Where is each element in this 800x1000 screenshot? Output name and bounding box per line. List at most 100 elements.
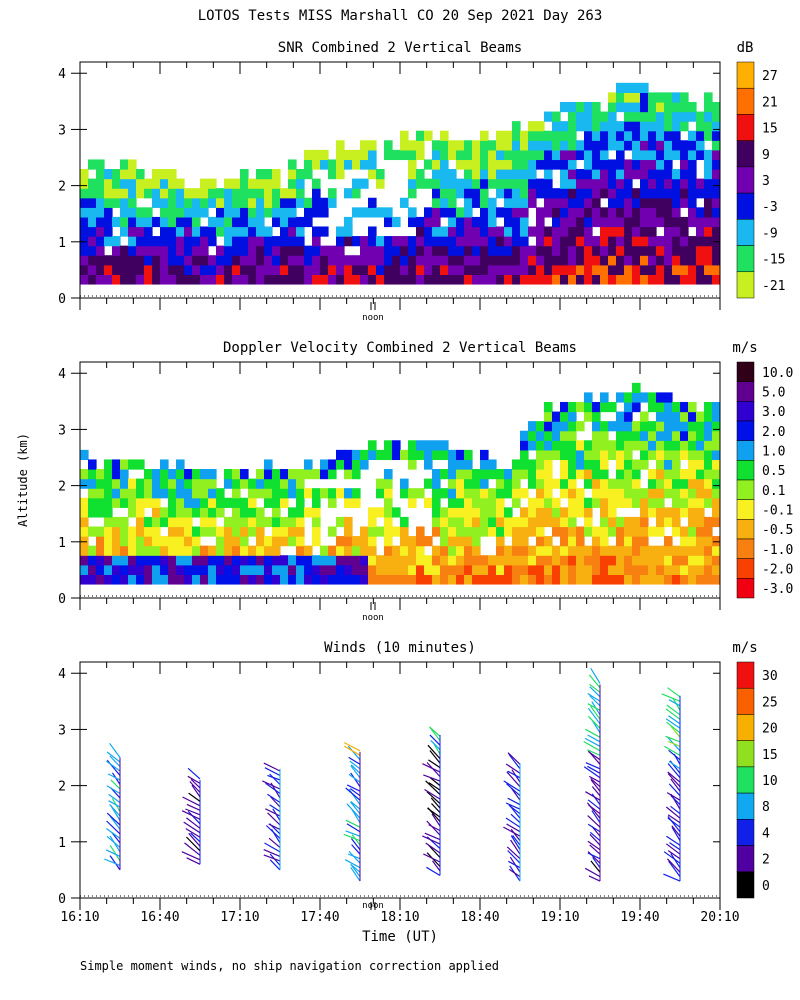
- data-cell: [520, 516, 529, 528]
- data-cell: [688, 516, 697, 528]
- data-cell: [256, 564, 265, 575]
- data-cell: [560, 245, 569, 256]
- data-cell: [664, 507, 673, 518]
- data-cell: [664, 411, 673, 422]
- data-cell: [192, 545, 201, 556]
- data-cell: [664, 478, 673, 489]
- data-cell: [216, 536, 225, 547]
- data-cell: [208, 497, 217, 508]
- colorbar-swatch: [736, 361, 755, 382]
- data-cell: [224, 188, 233, 199]
- data-cell: [296, 564, 305, 575]
- data-cell: [288, 188, 297, 199]
- data-cell: [640, 245, 649, 256]
- data-cell: [192, 536, 201, 547]
- data-cell: [616, 411, 625, 422]
- data-cell: [536, 421, 545, 432]
- data-cell: [528, 545, 537, 556]
- data-cell: [472, 497, 481, 508]
- data-cell: [520, 169, 529, 180]
- colorbar-label: 27: [762, 69, 778, 84]
- data-cell: [640, 216, 649, 228]
- data-cell: [104, 555, 113, 566]
- data-cell: [616, 440, 625, 451]
- data-cell: [344, 545, 353, 556]
- data-cell: [120, 255, 129, 266]
- wind-barb: [666, 858, 681, 873]
- data-cell: [592, 111, 601, 122]
- data-cell: [672, 226, 681, 237]
- data-cell: [624, 449, 633, 461]
- colorbar-swatch: [736, 661, 755, 689]
- data-cell: [632, 274, 641, 285]
- data-cell: [624, 459, 633, 470]
- data-cell: [544, 555, 553, 566]
- data-cell: [528, 516, 537, 528]
- wind-barb: [267, 774, 281, 781]
- data-cell: [688, 545, 697, 556]
- wind-barb: [665, 708, 681, 720]
- data-cell: [608, 245, 617, 256]
- data-cell: [88, 564, 97, 575]
- data-cell: [208, 526, 217, 537]
- data-cell: [672, 449, 681, 461]
- data-cell: [584, 121, 593, 132]
- data-cell: [224, 545, 233, 556]
- data-cell: [600, 188, 609, 199]
- data-cell: [656, 236, 665, 247]
- data-cell: [256, 236, 265, 247]
- wind-barb: [666, 721, 681, 734]
- wind-barb: [106, 828, 121, 839]
- data-cell: [648, 140, 657, 151]
- colorbar-label: 15: [762, 122, 778, 137]
- data-cell: [640, 140, 649, 151]
- data-cell: [656, 264, 665, 275]
- data-cell: [584, 449, 593, 461]
- data-cell: [216, 526, 225, 537]
- data-cell: [192, 207, 201, 218]
- data-cell: [544, 574, 553, 585]
- data-cell: [648, 497, 657, 508]
- data-cell: [296, 497, 305, 508]
- data-cell: [528, 478, 537, 489]
- data-cell: [128, 255, 137, 266]
- data-cell: [568, 236, 577, 247]
- data-cell: [344, 264, 353, 275]
- data-cell: [616, 140, 625, 151]
- data-cell: [552, 245, 561, 256]
- data-cell: [608, 401, 617, 413]
- data-cell: [320, 564, 329, 575]
- data-cell: [208, 188, 217, 199]
- data-cell: [576, 121, 585, 132]
- data-cell: [296, 516, 305, 528]
- data-cell: [512, 149, 521, 161]
- data-cell: [448, 207, 457, 218]
- data-cell: [272, 478, 281, 489]
- data-cell: [240, 169, 249, 180]
- data-cell: [176, 536, 185, 547]
- data-cell: [352, 497, 361, 508]
- data-cell: [544, 459, 553, 470]
- data-cell: [576, 274, 585, 285]
- data-cell: [216, 226, 225, 237]
- data-cell: [536, 430, 545, 441]
- data-cell: [552, 545, 561, 556]
- data-cell: [560, 188, 569, 199]
- data-cell: [648, 226, 657, 237]
- data-cell: [272, 497, 281, 508]
- data-cell: [712, 236, 720, 247]
- data-cell: [616, 488, 625, 499]
- data-cell: [512, 140, 521, 151]
- wind-barb: [506, 771, 521, 788]
- data-cell: [376, 526, 385, 537]
- data-cell: [352, 159, 361, 170]
- data-cell: [520, 274, 529, 285]
- data-cell: [624, 526, 633, 537]
- data-cell: [296, 469, 305, 480]
- data-cell: [576, 197, 585, 208]
- data-cell: [96, 478, 105, 489]
- data-cell: [336, 169, 345, 180]
- data-cell: [512, 469, 521, 480]
- data-cell: [592, 121, 601, 132]
- data-cell: [600, 478, 609, 489]
